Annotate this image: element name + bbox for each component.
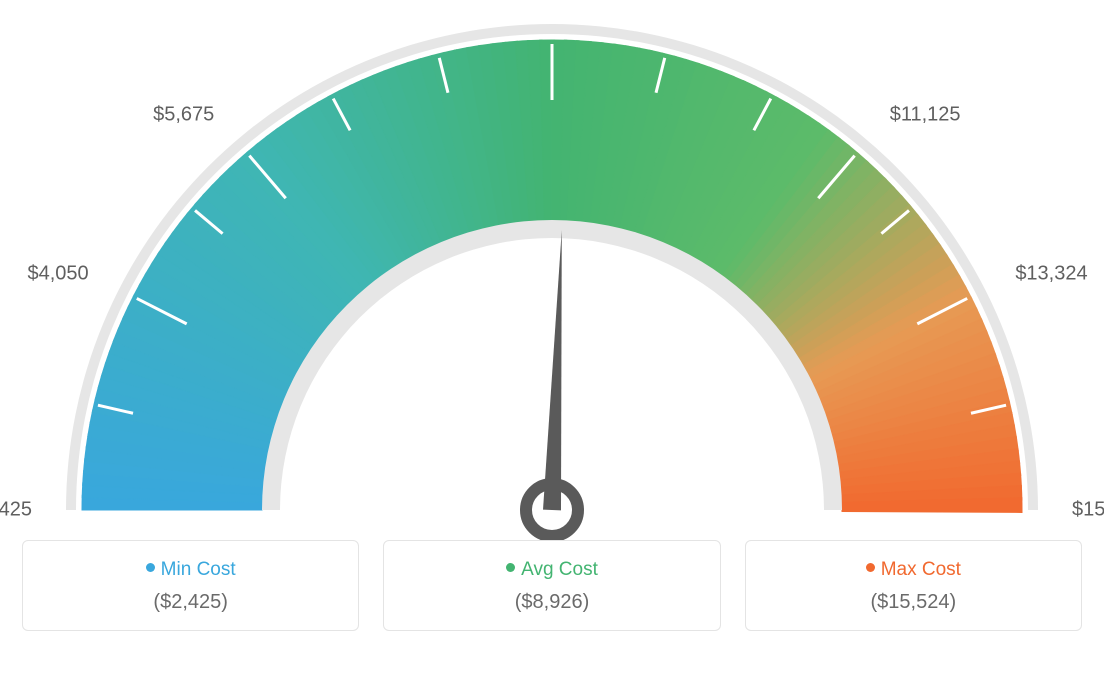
legend-avg-title-text: Avg Cost <box>521 559 598 580</box>
legend-avg-title: Avg Cost <box>394 559 709 581</box>
legend-max: Max Cost ($15,524) <box>745 540 1082 631</box>
gauge-scale-label: $4,050 <box>28 262 89 285</box>
dot-icon <box>506 563 515 572</box>
legend-min-value: ($2,425) <box>33 591 348 614</box>
legend-min-title-text: Min Cost <box>161 559 236 580</box>
gauge-scale-label: $13,324 <box>1015 262 1087 285</box>
legend-max-title-text: Max Cost <box>881 559 961 580</box>
gauge-scale-label: $2,425 <box>0 499 32 522</box>
legend-row: Min Cost ($2,425) Avg Cost ($8,926) Max … <box>22 540 1082 631</box>
legend-avg: Avg Cost ($8,926) <box>383 540 720 631</box>
gauge-needle <box>543 230 562 510</box>
gauge-svg <box>22 20 1082 540</box>
legend-max-value: ($15,524) <box>756 591 1071 614</box>
gauge-scale-label: $5,675 <box>153 103 214 126</box>
dot-icon <box>146 563 155 572</box>
legend-min: Min Cost ($2,425) <box>22 540 359 631</box>
legend-avg-value: ($8,926) <box>394 591 709 614</box>
gauge-scale-label: $11,125 <box>890 103 961 126</box>
legend-min-title: Min Cost <box>33 559 348 581</box>
cost-gauge: $2,425$4,050$5,675$8,926$11,125$13,324$1… <box>22 20 1082 540</box>
gauge-scale-label: $15,524 <box>1072 499 1104 522</box>
legend-max-title: Max Cost <box>756 559 1071 581</box>
dot-icon <box>866 563 875 572</box>
